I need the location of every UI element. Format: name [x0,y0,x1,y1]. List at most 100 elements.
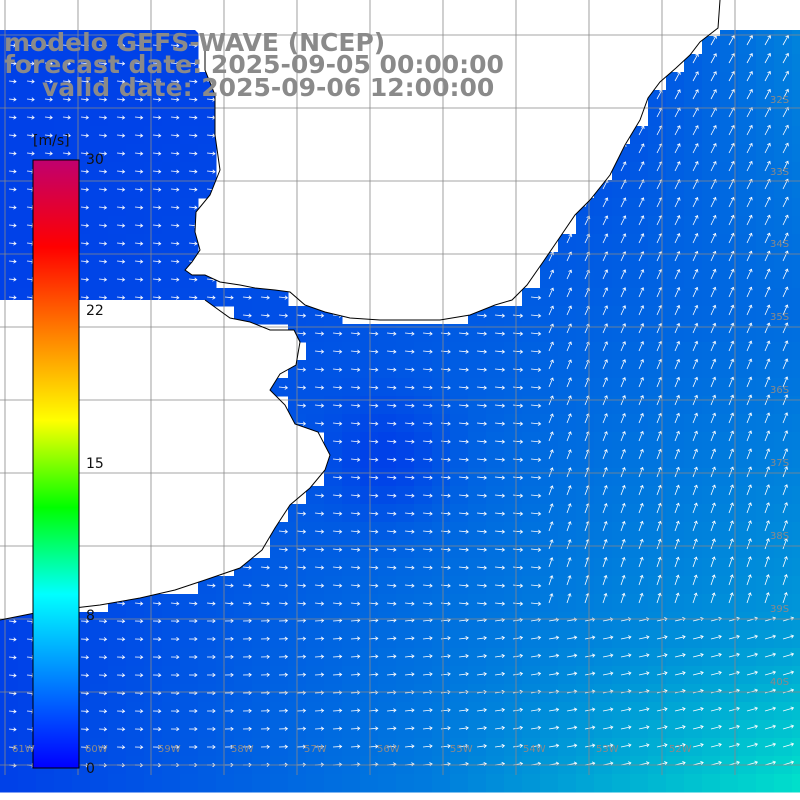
wind-arrow [116,727,126,732]
wind-speed-cell [666,540,685,559]
wind-arrow [386,439,397,444]
wind-arrow [674,412,681,424]
wind-arrow [710,724,722,730]
wind-arrow [458,726,469,731]
wind-arrow [350,331,361,336]
wind-speed-cell [702,234,721,253]
wind-arrow [458,654,469,659]
wind-speed-cell [486,774,505,793]
colorbar-tick-8: 8 [86,608,95,624]
wind-arrow [314,313,325,318]
wind-arrow [638,143,645,154]
wind-arrow [98,187,108,192]
wind-arrow [134,727,144,732]
wind-arrow [746,250,753,262]
wind-arrow [494,421,506,426]
wind-speed-cell [666,450,685,469]
wind-speed-cell [792,702,800,721]
wind-arrow [548,377,554,388]
lon-label: 59W [158,744,181,755]
wind-arrow [512,635,524,640]
wind-arrow [710,358,717,370]
wind-arrow [710,592,716,604]
wind-arrow [764,52,771,64]
wind-arrow [710,670,722,676]
wind-speed-cell [756,36,775,55]
wind-arrow [764,688,777,694]
wind-arrow [656,430,662,442]
wind-speed-cell [756,396,775,415]
wind-arrow [494,385,506,390]
wind-arrow [692,322,699,334]
wind-arrow [476,671,487,677]
wind-speed-cell [756,558,775,577]
wind-arrow [8,25,17,30]
wind-arrow [782,124,789,136]
wind-arrow [170,115,180,120]
wind-arrow [746,124,753,136]
wind-speed-cell [666,486,685,505]
wind-arrow [242,708,252,713]
wind-arrow [692,670,704,676]
wind-arrow [782,466,789,478]
wind-arrow [278,565,289,570]
wind-arrow [512,511,524,516]
wind-arrow [764,0,772,10]
wind-arrow [674,502,680,514]
wind-speed-cell [702,360,721,379]
wind-speed-cell [756,72,775,91]
wind-speed-cell [702,270,721,289]
wind-arrow [260,726,270,731]
wind-arrow [404,672,415,677]
wind-speed-cell [594,270,613,289]
wind-arrow [44,115,53,120]
wind-arrow [260,295,270,300]
wind-arrow [548,449,554,460]
wind-arrow [494,439,506,444]
wind-arrow [98,295,108,300]
wind-arrow [152,295,162,300]
wind-speed-cell [576,252,595,271]
wind-arrow [494,725,506,730]
wind-arrow [764,448,771,460]
wind-arrow [548,725,560,730]
wind-speed-cell [684,774,703,793]
wind-arrow [386,367,397,372]
wind-arrow [566,377,572,388]
wind-arrow [710,466,716,478]
wind-arrow [746,0,754,10]
wind-arrow [710,556,716,568]
wind-speed-cell [738,180,757,199]
wind-arrow [602,520,608,532]
wind-speed-cell [594,486,613,505]
wind-speed-cell [720,306,739,325]
wind-speed-cell [666,378,685,397]
wind-arrow [116,619,126,624]
wind-arrow [152,187,162,192]
wind-arrow [620,520,626,532]
wind-arrow [152,115,162,120]
wind-arrow [224,601,234,606]
wind-speed-cell [666,198,685,217]
wind-arrow [476,707,487,713]
wind-arrow [728,214,735,226]
wind-arrow [440,331,451,336]
wind-speed-cell [594,234,613,253]
wind-speed-cell [252,774,271,793]
wind-speed-cell [558,270,577,289]
wind-speed-cell [738,306,757,325]
wind-arrow [458,583,469,588]
wind-arrow [746,616,758,622]
wind-speed-cell [576,468,595,487]
wind-arrow [782,376,789,388]
wind-arrow [296,690,307,695]
wind-speed-cell [702,162,721,181]
wind-arrow [242,601,252,606]
wind-arrow [512,367,524,372]
lon-label: 60W [85,744,108,755]
wind-arrow [242,583,252,588]
wind-arrow [116,637,126,642]
wind-speed-cell [792,54,800,73]
wind-arrow [710,214,717,226]
wind-arrow [98,7,108,12]
